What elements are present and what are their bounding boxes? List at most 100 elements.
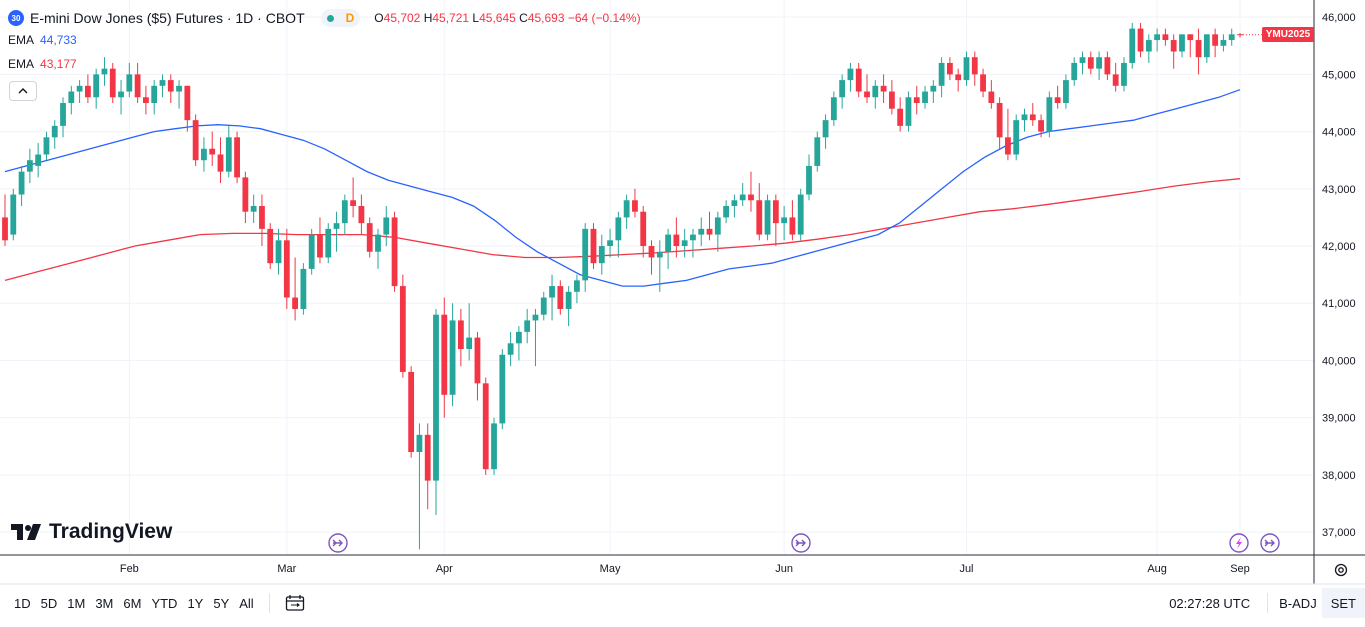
candle xyxy=(383,205,390,247)
range-button-ytd[interactable]: YTD xyxy=(151,595,178,611)
candle xyxy=(209,131,216,166)
candle xyxy=(449,303,456,407)
tradingview-logo[interactable]: TradingView xyxy=(11,520,172,544)
y-tick-label: 43,000 xyxy=(1322,184,1356,196)
symbol-header[interactable]: 30 E-mini Dow Jones ($5) Futures · 1D · … xyxy=(8,8,641,28)
candle xyxy=(1013,114,1020,161)
candle xyxy=(963,51,970,86)
candle xyxy=(1112,62,1119,92)
candle xyxy=(35,143,42,178)
candle xyxy=(358,194,365,235)
candle xyxy=(1038,114,1044,138)
clock-utc[interactable]: 02:27:28 UTC xyxy=(1169,595,1251,611)
price-change: −64 (−0.14%) xyxy=(567,11,641,25)
market-status-pill[interactable]: D xyxy=(320,9,361,27)
candle xyxy=(1005,108,1011,161)
range-button-1d[interactable]: 1D xyxy=(14,595,31,611)
candle xyxy=(1071,57,1078,86)
ema-fast-legend[interactable]: EMA 44,733 xyxy=(8,33,77,47)
range-button-5d[interactable]: 5D xyxy=(40,595,58,611)
ema-fast-value: 44,733 xyxy=(40,33,77,47)
candle xyxy=(582,223,589,292)
candle xyxy=(184,85,191,132)
candle xyxy=(341,194,348,235)
bottom-toolbar: 1D 5D 1M 3M 6M YTD 1Y 5Y All 02:27:28 UTC B-ADJ … xyxy=(0,585,1365,621)
session-toggle[interactable]: SET xyxy=(1321,588,1365,618)
collapse-legend-button[interactable] xyxy=(9,81,37,101)
delayed-indicator: D xyxy=(345,11,355,25)
range-button-1m[interactable]: 1M xyxy=(67,595,86,611)
candle xyxy=(333,211,340,252)
candle xyxy=(723,200,730,224)
range-button-all[interactable]: All xyxy=(239,595,254,611)
candle xyxy=(607,228,613,258)
candle xyxy=(300,263,307,315)
chevron-up-icon xyxy=(18,88,28,94)
toolbar-divider xyxy=(268,593,270,613)
range-button-1y[interactable]: 1Y xyxy=(187,595,204,611)
y-tick-label: 44,000 xyxy=(1322,127,1356,139)
candle xyxy=(192,114,199,166)
candle xyxy=(872,80,879,109)
candle xyxy=(789,200,796,241)
symbol-badge: 30 xyxy=(8,10,24,26)
candle xyxy=(565,286,572,327)
candle xyxy=(26,148,33,184)
candle xyxy=(822,114,829,149)
candle xyxy=(424,423,431,510)
candle xyxy=(93,68,100,109)
candle xyxy=(201,137,207,172)
range-button-6m[interactable]: 6M xyxy=(123,595,142,611)
candle xyxy=(151,80,158,115)
candle xyxy=(126,62,133,98)
date-range-button[interactable] xyxy=(280,590,310,616)
candle xyxy=(814,131,821,172)
event-arrow-icon[interactable] xyxy=(1260,533,1280,553)
candle xyxy=(1195,28,1202,75)
range-button-3m[interactable]: 3M xyxy=(95,595,114,611)
candle xyxy=(839,74,846,109)
range-button-5y[interactable]: 5Y xyxy=(213,595,230,611)
back-adjust-toggle[interactable]: B-ADJ xyxy=(1279,595,1317,611)
candle xyxy=(457,308,464,367)
y-tick-label: 46,000 xyxy=(1322,12,1356,24)
chart-settings-button[interactable] xyxy=(1329,559,1353,581)
y-tick-label: 40,000 xyxy=(1322,355,1356,367)
candle xyxy=(10,188,17,241)
candle xyxy=(491,417,497,475)
candle xyxy=(1187,34,1194,58)
symbol-title[interactable]: E-mini Dow Jones ($5) Futures · 1D · CBO… xyxy=(30,10,305,26)
candle xyxy=(830,91,837,126)
event-arrow-icon[interactable] xyxy=(328,533,348,553)
candle xyxy=(847,62,854,92)
candle xyxy=(325,223,332,264)
candle xyxy=(632,188,638,218)
candle xyxy=(366,217,373,258)
candle xyxy=(474,331,481,401)
candle xyxy=(159,74,166,98)
toolbar-right: 02:27:28 UTC B-ADJ SET xyxy=(1164,585,1365,621)
candle xyxy=(598,234,605,275)
candle xyxy=(51,120,58,149)
candle xyxy=(76,80,83,103)
candle xyxy=(143,85,149,115)
y-tick-label: 45,000 xyxy=(1322,69,1356,81)
candle xyxy=(507,331,514,367)
candle xyxy=(764,194,771,241)
candle xyxy=(781,205,788,241)
candle xyxy=(101,57,108,86)
lightning-icon[interactable] xyxy=(1229,533,1249,553)
candle xyxy=(1063,74,1069,109)
candle xyxy=(308,228,315,275)
candle xyxy=(864,74,870,103)
event-arrow-icon[interactable] xyxy=(791,533,811,553)
candle xyxy=(714,211,721,252)
chart-legend: 30 E-mini Dow Jones ($5) Futures · 1D · … xyxy=(8,8,641,76)
candle xyxy=(922,85,928,109)
candle xyxy=(681,228,688,258)
ema-slow-legend[interactable]: EMA 43,177 xyxy=(8,57,77,71)
candle xyxy=(391,211,398,292)
candle xyxy=(84,74,91,103)
y-tick-label: 39,000 xyxy=(1322,413,1356,425)
